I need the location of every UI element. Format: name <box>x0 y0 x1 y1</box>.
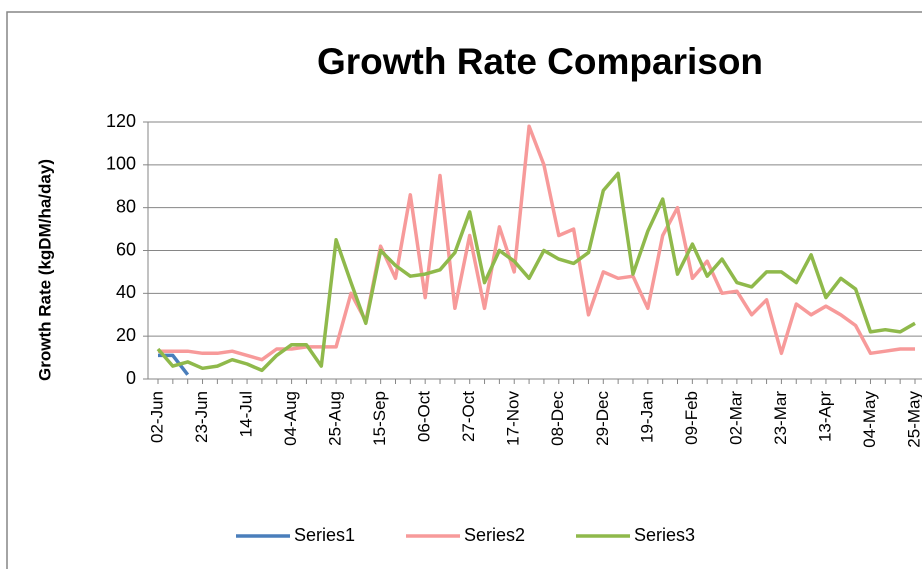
legend-label: Series2 <box>464 525 525 545</box>
y-tick-label: 0 <box>126 368 136 388</box>
legend-label: Series3 <box>634 525 695 545</box>
x-tick-label: 04-Aug <box>281 391 300 446</box>
series-line <box>156 171 916 373</box>
x-tick-label: 29-Dec <box>593 391 612 446</box>
x-tick-label: 14-Jul <box>237 391 256 437</box>
y-tick-label: 20 <box>116 325 136 345</box>
x-tick-label: 27-Oct <box>459 391 478 442</box>
y-axis-label: Growth Rate (kgDM/ha/day) <box>35 159 54 381</box>
y-tick-label: 100 <box>106 154 136 174</box>
x-tick-label: 13-Apr <box>815 391 834 442</box>
x-tick-label: 06-Oct <box>415 391 434 442</box>
y-tick-label: 40 <box>116 282 136 302</box>
chart-title: Growth Rate Comparison <box>317 41 763 82</box>
y-tick-label: 60 <box>116 239 136 259</box>
x-tick-label: 23-Jun <box>192 391 211 443</box>
x-tick-label: 15-Sep <box>370 391 389 446</box>
x-tick-label: 17-Nov <box>504 391 523 446</box>
legend-label: Series1 <box>294 525 355 545</box>
x-tick-label: 02-Jun <box>147 391 166 443</box>
chart-border <box>6 11 922 569</box>
x-tick-label: 02-Mar <box>726 391 745 445</box>
x-tick-label: 25-Aug <box>326 391 345 446</box>
x-tick-label: 04-May <box>860 391 879 448</box>
x-tick-label: 19-Jan <box>637 391 656 443</box>
x-tick-label: 08-Dec <box>548 391 567 446</box>
x-tick-label: 09-Feb <box>682 391 701 445</box>
y-tick-label: 80 <box>116 196 136 216</box>
x-tick-label: 23-Mar <box>771 391 790 445</box>
y-tick-label: 120 <box>106 111 136 131</box>
x-tick-label: 25-May <box>904 391 922 448</box>
